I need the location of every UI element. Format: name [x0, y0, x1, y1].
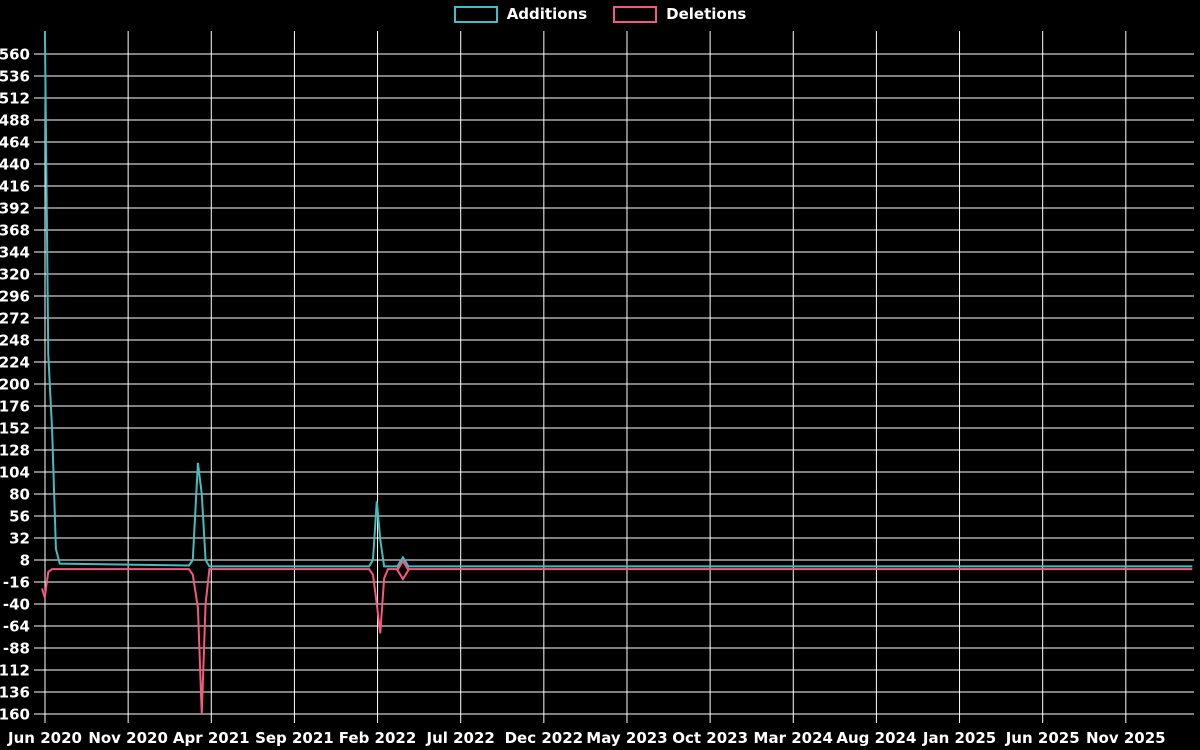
- x-axis-label: Aug 2024: [836, 729, 916, 747]
- y-axis-label: 224: [0, 354, 30, 372]
- x-axis-label: Jul 2022: [426, 729, 495, 747]
- legend-label-additions: Additions: [506, 5, 588, 23]
- x-axis-label: Sep 2021: [255, 729, 334, 747]
- y-axis-label: -136: [0, 684, 30, 702]
- x-axis-label: Jun 2020: [7, 729, 82, 747]
- y-axis-label: 80: [9, 486, 30, 504]
- legend-label-deletions: Deletions: [666, 5, 747, 23]
- x-axis-label: Oct 2023: [672, 729, 748, 747]
- y-axis-label: 56: [9, 508, 30, 526]
- x-axis-label: Jun 2025: [1005, 729, 1080, 747]
- y-axis-label: 512: [0, 90, 30, 108]
- deletions-line: [41, 568, 1193, 715]
- y-axis-label: 368: [0, 222, 30, 240]
- y-axis-label: 128: [0, 442, 30, 460]
- y-axis-label: 320: [0, 266, 30, 284]
- deletions-last-point-marker-icon: [396, 559, 410, 582]
- y-axis-label: 560: [0, 46, 30, 64]
- legend-item-deletions[interactable]: Deletions: [613, 6, 746, 23]
- y-axis-label: -112: [0, 662, 30, 680]
- y-axis-label: 536: [0, 68, 30, 86]
- chart-legend: Additions Deletions: [0, 6, 1200, 23]
- deletions-swatch-icon: [613, 6, 658, 23]
- y-axis-label: 152: [0, 420, 30, 438]
- additions-swatch-icon: [453, 6, 498, 23]
- y-axis-label: 440: [0, 156, 30, 174]
- x-axis-label: Dec 2022: [505, 729, 584, 747]
- y-axis-label: 464: [0, 134, 30, 152]
- x-axis-label: May 2023: [586, 729, 667, 747]
- additions-line: [43, 31, 1193, 568]
- y-axis-label: 488: [0, 112, 30, 130]
- x-axis-label: Feb 2022: [339, 729, 417, 747]
- x-axis-label: Nov 2020: [88, 729, 168, 747]
- x-axis-label: Jan 2025: [922, 729, 996, 747]
- y-axis-label: 248: [0, 332, 30, 350]
- x-axis-label: Nov 2025: [1086, 729, 1166, 747]
- x-axis-label: Mar 2024: [754, 729, 833, 747]
- y-axis-label: -40: [3, 596, 30, 614]
- y-axis-label: 176: [0, 398, 30, 416]
- y-axis-label: 8: [20, 552, 30, 570]
- legend-item-additions[interactable]: Additions: [453, 5, 588, 23]
- y-axis-label: -160: [0, 706, 30, 724]
- y-axis-label: -64: [3, 618, 30, 636]
- y-axis-label: 200: [0, 376, 30, 394]
- y-axis-label: 104: [0, 464, 30, 482]
- y-axis-label: 344: [0, 244, 30, 262]
- y-axis-label: 416: [0, 178, 30, 196]
- y-axis-label: 272: [0, 310, 30, 328]
- x-axis-label: Apr 2021: [173, 729, 250, 747]
- y-axis-label: -88: [3, 640, 30, 658]
- y-axis-label: 32: [9, 530, 30, 548]
- y-axis-label: 392: [0, 200, 30, 218]
- y-axis-label: 296: [0, 288, 30, 306]
- y-axis-label: -16: [3, 574, 30, 592]
